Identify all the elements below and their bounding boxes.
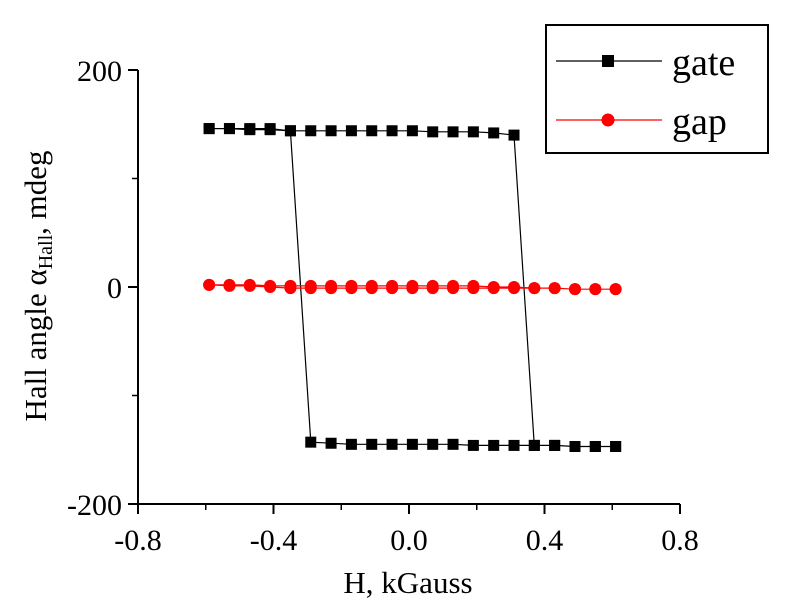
ticks: -0.8 -0.4 0.0 0.4 0.8 200 0 -200 xyxy=(67,55,699,557)
data-point-gate xyxy=(488,439,500,451)
data-point-gate xyxy=(406,125,418,137)
x-tick-label: 0.0 xyxy=(390,524,428,557)
data-point-gate xyxy=(447,126,459,138)
data-point-gate xyxy=(447,438,459,450)
y-tick-label: -200 xyxy=(67,489,122,522)
data-point-gate xyxy=(488,127,500,139)
data-point-gate xyxy=(345,438,357,450)
data-point-gate xyxy=(427,438,439,450)
data-point-gap xyxy=(284,282,297,295)
data-point-gap xyxy=(528,282,541,295)
data-point-gap xyxy=(223,279,236,292)
legend-label-gap: gap xyxy=(672,101,727,143)
data-point-gate xyxy=(264,124,276,136)
data-point-gap xyxy=(325,282,338,295)
data-point-gate xyxy=(467,439,479,451)
data-point-gap xyxy=(264,281,277,293)
data-point-gap xyxy=(365,282,378,295)
data-point-gate xyxy=(203,123,215,135)
data-point-gate xyxy=(305,436,317,448)
data-point-gap xyxy=(609,283,622,296)
data-point-gap xyxy=(589,283,602,296)
data-point-gate xyxy=(223,123,235,135)
series-line-gate xyxy=(209,128,616,448)
x-tick-label: -0.4 xyxy=(250,524,298,557)
legend-label-gate: gate xyxy=(672,42,735,84)
data-point-gap xyxy=(487,282,500,295)
data-point-gate xyxy=(569,440,581,452)
y-tick-label: 200 xyxy=(77,55,122,88)
data-point-gate xyxy=(244,124,256,136)
data-point-gate xyxy=(406,438,418,450)
data-point-gap xyxy=(467,282,480,295)
y-axis-label-prefix: Hall angle α xyxy=(18,269,53,421)
x-tick-label: -0.8 xyxy=(114,524,162,557)
legend-box xyxy=(545,24,769,154)
series-line-gap xyxy=(209,284,616,290)
data-point-gap xyxy=(447,282,460,295)
data-point-gap xyxy=(386,282,399,295)
data-point-gate xyxy=(427,126,439,138)
data-point-gate xyxy=(366,125,378,137)
data-point-gate xyxy=(589,440,601,452)
data-point-gate xyxy=(305,125,317,137)
y-axis-label: Hall angle αHall, mdeg xyxy=(18,150,57,421)
data-point-gate xyxy=(610,440,622,452)
data-point-gate xyxy=(528,439,540,451)
data-point-gate xyxy=(325,437,337,449)
data-point-gate xyxy=(508,129,520,141)
data-point-gap xyxy=(426,282,439,295)
y-tick-label: 0 xyxy=(107,272,122,305)
data-point-gap xyxy=(243,279,256,292)
data-point-gate xyxy=(508,439,520,451)
y-axis-label-subscript: Hall xyxy=(35,234,57,269)
data-point-gap xyxy=(508,282,521,295)
x-tick-label: 0.4 xyxy=(526,524,564,557)
series-layer xyxy=(203,123,622,452)
data-point-gate xyxy=(386,125,398,137)
data-point-gap xyxy=(548,282,561,295)
data-point-gate xyxy=(284,125,296,137)
data-point-gate xyxy=(325,125,337,137)
data-point-gate xyxy=(386,438,398,450)
legend: gate gap xyxy=(545,24,769,154)
data-point-gap xyxy=(406,282,419,295)
data-point-gap xyxy=(568,283,581,296)
data-point-gate xyxy=(549,439,561,451)
data-point-gate xyxy=(345,125,357,137)
data-point-gap xyxy=(203,278,216,291)
legend-marker-gap xyxy=(601,113,615,127)
data-point-gate xyxy=(467,126,479,138)
x-axis-label: H, kGauss xyxy=(343,565,472,600)
data-point-gate xyxy=(366,438,378,450)
data-point-gap xyxy=(345,282,358,295)
legend-marker-gate xyxy=(602,55,614,67)
x-tick-label: 0.8 xyxy=(661,524,699,557)
y-axis-label-suffix: , mdeg xyxy=(18,150,53,234)
data-point-gap xyxy=(304,282,317,295)
